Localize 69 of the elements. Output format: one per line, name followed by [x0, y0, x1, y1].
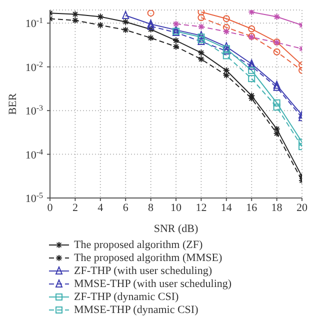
- y-tick-label: 10$^{-2}$: [25, 59, 43, 74]
- x-axis-title: SNR (dB): [154, 223, 198, 235]
- x-tick-label: 10: [170, 202, 182, 214]
- point: [172, 25, 180, 34]
- legend-label: MMSE-THP (with user scheduling): [74, 278, 232, 290]
- point: [122, 18, 130, 26]
- point: [273, 80, 280, 89]
- point: [222, 42, 230, 50]
- point: [222, 52, 230, 60]
- point: [198, 14, 205, 22]
- legend-label: The proposed algorithm (ZF): [74, 238, 203, 250]
- point: [273, 99, 280, 106]
- point: [273, 125, 280, 132]
- point: [273, 82, 280, 91]
- legend-label: MMSE-THP (dynamic CSI): [74, 304, 198, 316]
- point: [172, 43, 180, 50]
- y-tick-label: 10$^{-5}$: [25, 190, 43, 205]
- point: [222, 72, 230, 79]
- y-axis-title: BER: [6, 92, 19, 115]
- point: [147, 20, 154, 28]
- point: [96, 22, 104, 29]
- point: [222, 46, 230, 55]
- x-tick-label: 4: [98, 202, 104, 214]
- x-tick-label: 0: [47, 202, 54, 214]
- point: [198, 31, 205, 40]
- point: [147, 26, 154, 33]
- x-tick-label: 6: [122, 202, 129, 214]
- y-tick-label: 10$^{-1}$: [25, 16, 43, 30]
- legend-label: The proposed algorithm (MMSE): [74, 252, 222, 264]
- point: [72, 16, 79, 24]
- point: [147, 34, 154, 42]
- point: [147, 10, 154, 17]
- point: [198, 10, 205, 16]
- point: [248, 66, 256, 74]
- point: [122, 26, 130, 34]
- point: [273, 13, 280, 20]
- point: [248, 25, 256, 32]
- point: [96, 13, 104, 20]
- point: [248, 62, 256, 70]
- x-tick-label: 12: [196, 202, 207, 214]
- point: [273, 104, 280, 111]
- point: [222, 24, 230, 31]
- x-tick-label: 14: [220, 202, 232, 214]
- x-tick-label: 20: [296, 202, 308, 214]
- legend-label: ZF-THP (dynamic CSI): [74, 290, 179, 302]
- point: [222, 45, 230, 52]
- x-tick-label: 16: [246, 202, 258, 214]
- point: [222, 28, 230, 36]
- point: [172, 20, 180, 28]
- x-tick-label: 2: [72, 202, 78, 214]
- point: [198, 34, 205, 41]
- y-tick-label: 10$^{-3}$: [25, 103, 43, 118]
- point: [248, 59, 256, 68]
- point: [198, 23, 205, 30]
- legend-label: ZF-THP (with user scheduling): [74, 264, 212, 276]
- point: [122, 10, 130, 19]
- point: [198, 49, 205, 56]
- point: [222, 66, 230, 74]
- x-tick-label: 18: [271, 202, 283, 214]
- point: [248, 75, 256, 82]
- point: [172, 37, 180, 44]
- point: [72, 10, 79, 18]
- point: [222, 15, 230, 22]
- point: [273, 48, 280, 56]
- point: [198, 56, 205, 63]
- y-tick-label: 10$^{-4}$: [25, 146, 43, 162]
- x-tick-label: 8: [148, 202, 154, 214]
- point: [273, 130, 280, 137]
- point: [147, 22, 154, 30]
